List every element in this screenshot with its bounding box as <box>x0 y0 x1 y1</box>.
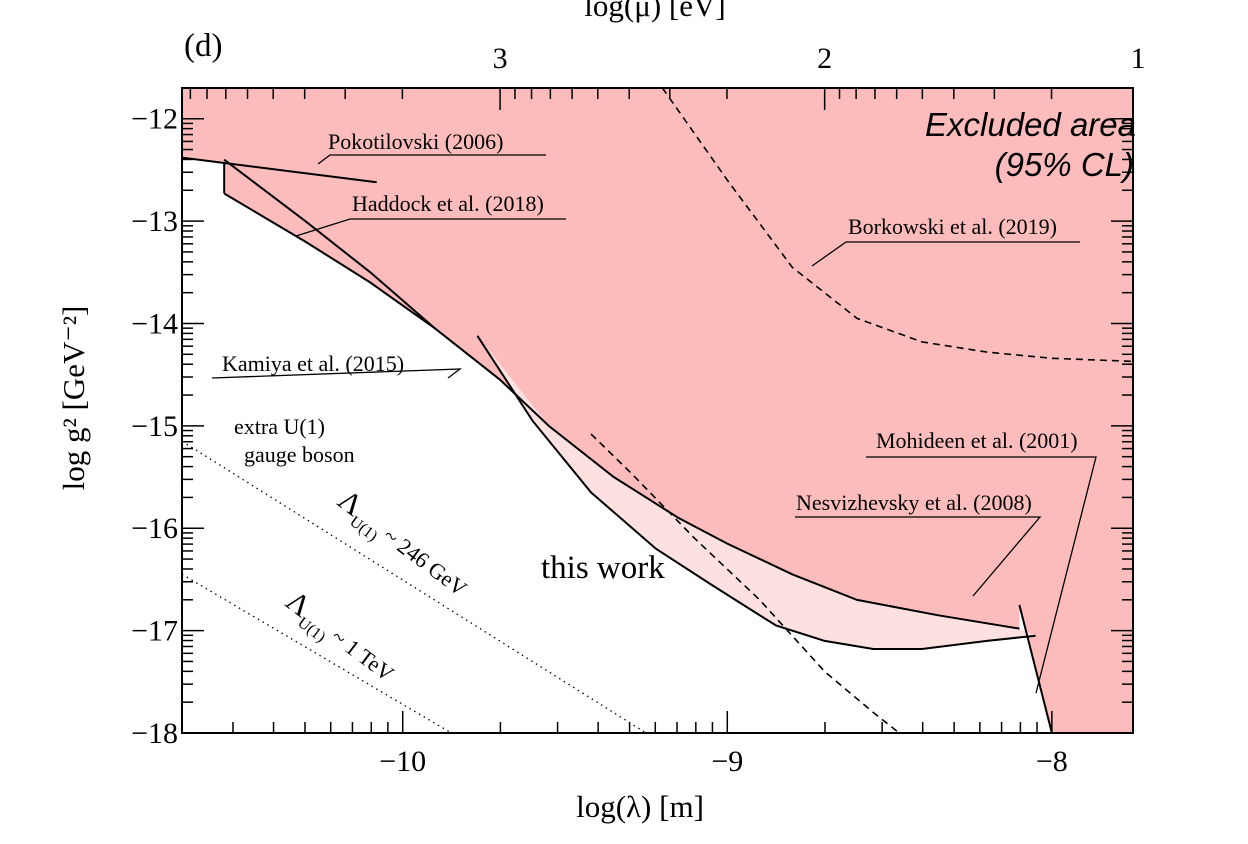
y-tick-label: −15 <box>131 410 178 443</box>
x-tick-label: −8 <box>1036 745 1068 778</box>
label-mohideen: Mohideen et al. (2001) <box>876 428 1078 453</box>
leader-mohideen <box>866 456 1097 694</box>
panel-label: (d) <box>184 28 222 64</box>
top-tick-label: 1 <box>1131 42 1146 75</box>
this-work-region <box>477 335 1036 650</box>
x-tick-label: −9 <box>711 745 743 778</box>
x-tick-label: −10 <box>379 745 426 778</box>
label-haddock: Haddock et al. (2018) <box>352 191 544 216</box>
u1-line-2 <box>182 573 452 733</box>
excluded-area-cl: (95% CL) <box>995 146 1134 183</box>
leader-lines <box>211 154 1097 694</box>
top-tick-label: 3 <box>493 42 508 75</box>
mohideen-curve <box>1018 604 1053 733</box>
svg-text:ΛU(1) ~ 1 TeV: ΛU(1) ~ 1 TeV <box>277 584 403 692</box>
top-axis-title: log(μ) [eV] <box>584 0 725 23</box>
y-tick-label: −12 <box>131 103 178 136</box>
borkowski-lower-curve <box>590 433 900 733</box>
y-tick-label: −13 <box>131 205 178 238</box>
label-nesvizhevsky: Nesvizhevsky et al. (2008) <box>796 490 1032 515</box>
leader-kamiya <box>211 368 463 379</box>
label-borkowski: Borkowski et al. (2019) <box>848 214 1057 239</box>
lambda-1tev-label: ΛU(1) ~ 1 TeV <box>277 584 403 692</box>
gauge-boson-label: gauge boson <box>244 442 355 467</box>
excluded-region <box>182 88 1133 733</box>
shaded-regions <box>182 88 1133 733</box>
pokotilovski-curve <box>182 156 377 184</box>
axis-tick-labels: −12 −13 −14 −15 −16 −17 −18 −10 −9 −8 3 2 1 <box>131 42 1145 778</box>
svg-text:ΛU(1) ~ 246 GeV: ΛU(1) ~ 246 GeV <box>329 483 476 607</box>
label-kamiya: Kamiya et al. (2015) <box>222 351 404 376</box>
kamiya-curve <box>223 192 1020 630</box>
excluded-area-title: Excluded area <box>925 106 1136 143</box>
label-pokotilovski: Pokotilovski (2006) <box>328 129 503 154</box>
this-work-label: this work <box>541 550 665 586</box>
leader-nesvizhevsky <box>795 516 1042 597</box>
u1-line-1 <box>182 440 647 733</box>
constraint-curves <box>182 88 1133 733</box>
haddock-curve <box>223 158 436 330</box>
y-tick-label: −17 <box>131 615 178 648</box>
y-tick-label: −14 <box>131 307 178 340</box>
plot-frame <box>181 87 1134 734</box>
y-tick-label: −18 <box>131 717 178 750</box>
y-axis-title: log g² [GeV⁻²] <box>56 306 91 491</box>
leader-haddock <box>295 218 566 237</box>
y-tick-label: −16 <box>131 512 178 545</box>
extra-u1-label: extra U(1) <box>234 414 325 439</box>
axis-ticks <box>182 88 1133 734</box>
top-tick-label: 2 <box>817 42 832 75</box>
lambda-246gev-label: ΛU(1) ~ 246 GeV <box>329 483 476 607</box>
leader-borkowski <box>811 241 1080 267</box>
x-axis-title: log(λ) [m] <box>576 789 704 824</box>
borkowski-curve <box>661 88 1133 363</box>
nesvizhevsky-curve <box>476 335 1036 650</box>
leader-pokotilovski <box>317 154 546 165</box>
